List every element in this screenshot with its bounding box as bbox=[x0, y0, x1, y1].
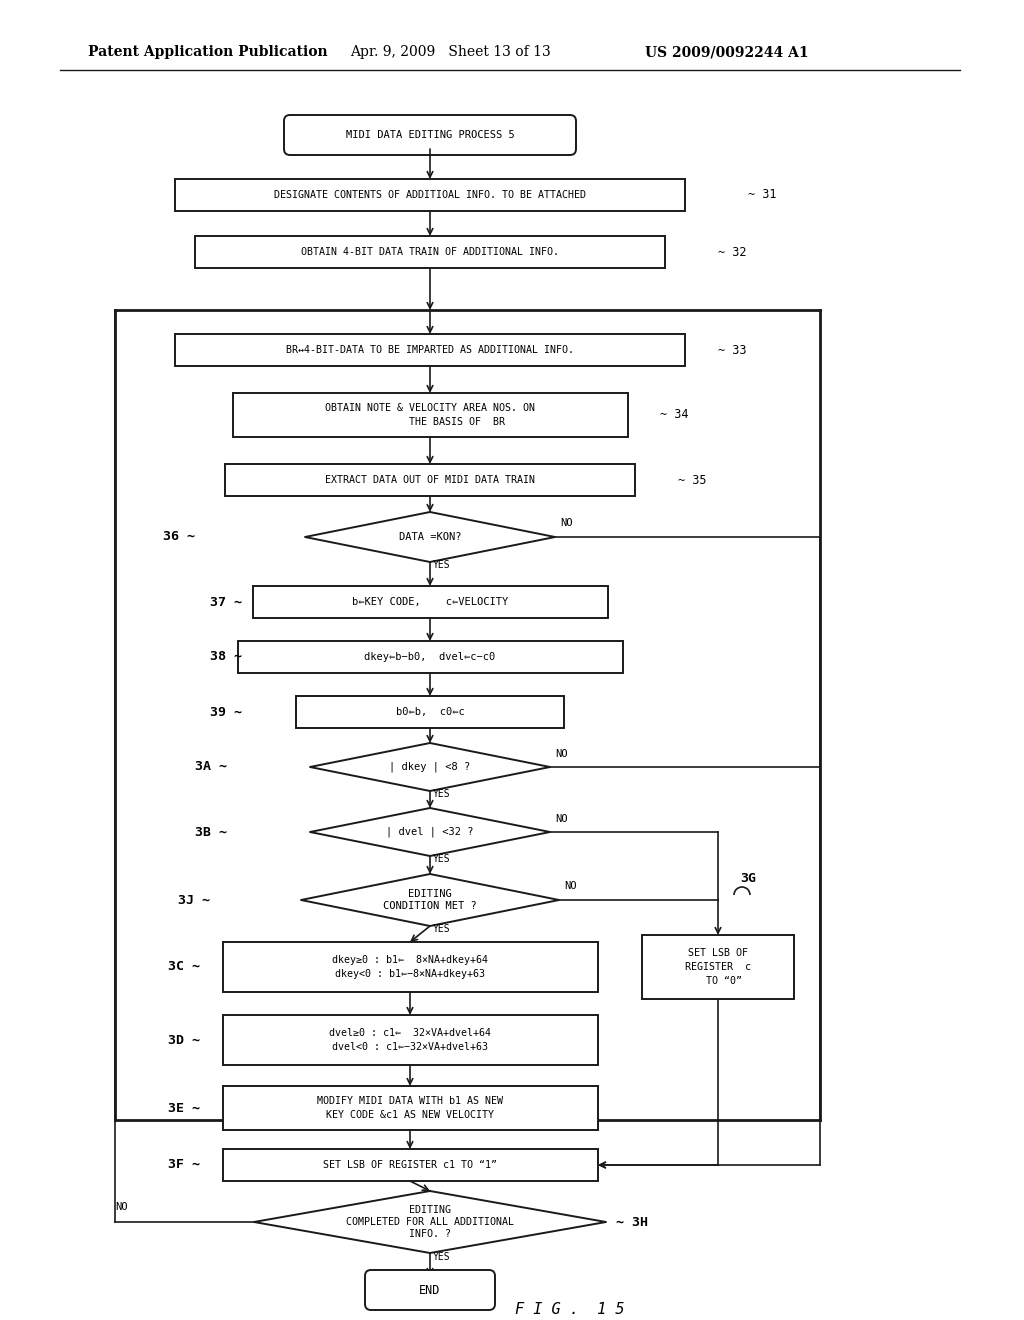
Bar bbox=[195, 236, 665, 268]
Text: 39 ~: 39 ~ bbox=[210, 705, 242, 718]
Text: NO: NO bbox=[560, 517, 572, 528]
Text: END: END bbox=[419, 1283, 440, 1296]
Text: Apr. 9, 2009   Sheet 13 of 13: Apr. 9, 2009 Sheet 13 of 13 bbox=[350, 45, 551, 59]
Bar bbox=[222, 1015, 597, 1065]
Text: DESIGNATE CONTENTS OF ADDITIOAL INFO. TO BE ATTACHED: DESIGNATE CONTENTS OF ADDITIOAL INFO. TO… bbox=[274, 190, 586, 201]
Bar bbox=[642, 935, 794, 999]
Text: 3B ~: 3B ~ bbox=[195, 825, 227, 838]
Polygon shape bbox=[305, 512, 555, 562]
Text: 37 ~: 37 ~ bbox=[210, 595, 242, 609]
Text: ~ 31: ~ 31 bbox=[748, 189, 776, 202]
Text: YES: YES bbox=[433, 924, 451, 935]
FancyBboxPatch shape bbox=[365, 1270, 495, 1309]
Text: ~ 33: ~ 33 bbox=[718, 343, 746, 356]
Text: YES: YES bbox=[433, 560, 451, 570]
Text: | dkey | <8 ?: | dkey | <8 ? bbox=[389, 762, 471, 772]
Text: ~ 32: ~ 32 bbox=[718, 246, 746, 259]
Bar bbox=[222, 1148, 597, 1181]
Text: EDITING
COMPLETED FOR ALL ADDITIONAL
INFO. ?: EDITING COMPLETED FOR ALL ADDITIONAL INF… bbox=[346, 1205, 514, 1239]
Text: 3A ~: 3A ~ bbox=[195, 760, 227, 774]
Text: 3E ~: 3E ~ bbox=[168, 1101, 200, 1114]
Bar bbox=[296, 696, 564, 729]
Bar bbox=[175, 334, 685, 366]
Text: NO: NO bbox=[115, 1203, 128, 1212]
Text: DATA =KON?: DATA =KON? bbox=[398, 532, 461, 543]
Text: MIDI DATA EDITING PROCESS 5: MIDI DATA EDITING PROCESS 5 bbox=[346, 129, 514, 140]
Text: 3G: 3G bbox=[740, 871, 756, 884]
Text: YES: YES bbox=[433, 854, 451, 865]
Text: ~ 35: ~ 35 bbox=[678, 474, 707, 487]
Text: F I G .  1 5: F I G . 1 5 bbox=[515, 1303, 625, 1317]
Polygon shape bbox=[310, 808, 550, 855]
Text: NO: NO bbox=[564, 880, 577, 891]
Text: OBTAIN 4-BIT DATA TRAIN OF ADDITIONAL INFO.: OBTAIN 4-BIT DATA TRAIN OF ADDITIONAL IN… bbox=[301, 247, 559, 257]
Text: 3J ~: 3J ~ bbox=[178, 894, 210, 907]
Text: EDITING
CONDITION MET ?: EDITING CONDITION MET ? bbox=[383, 888, 477, 911]
Text: SET LSB OF
REGISTER  c
  TO “0”: SET LSB OF REGISTER c TO “0” bbox=[685, 948, 751, 986]
Bar bbox=[238, 642, 623, 673]
Text: YES: YES bbox=[433, 1251, 451, 1262]
Polygon shape bbox=[310, 743, 550, 791]
Text: Patent Application Publication: Patent Application Publication bbox=[88, 45, 328, 59]
Text: 36 ~: 36 ~ bbox=[163, 531, 195, 544]
Text: BR↔4-BIT-DATA TO BE IMPARTED AS ADDITIONAL INFO.: BR↔4-BIT-DATA TO BE IMPARTED AS ADDITION… bbox=[286, 345, 574, 355]
FancyBboxPatch shape bbox=[284, 115, 575, 154]
Text: ~ 34: ~ 34 bbox=[660, 408, 688, 421]
Text: 3D ~: 3D ~ bbox=[168, 1034, 200, 1047]
Text: NO: NO bbox=[555, 748, 567, 759]
Text: OBTAIN NOTE & VELOCITY AREA NOS. ON
         THE BASIS OF  BR: OBTAIN NOTE & VELOCITY AREA NOS. ON THE … bbox=[325, 403, 535, 426]
Text: 38 ~: 38 ~ bbox=[210, 651, 242, 664]
Bar bbox=[225, 465, 635, 496]
Text: EXTRACT DATA OUT OF MIDI DATA TRAIN: EXTRACT DATA OUT OF MIDI DATA TRAIN bbox=[325, 475, 535, 484]
Text: SET LSB OF REGISTER c1 TO “1”: SET LSB OF REGISTER c1 TO “1” bbox=[323, 1160, 497, 1170]
Text: ~ 3H: ~ 3H bbox=[616, 1216, 648, 1229]
Text: MODIFY MIDI DATA WITH b1 AS NEW
KEY CODE &c1 AS NEW VELOCITY: MODIFY MIDI DATA WITH b1 AS NEW KEY CODE… bbox=[317, 1096, 503, 1119]
Text: dkey⇐b−b0,  dvel⇐c−c0: dkey⇐b−b0, dvel⇐c−c0 bbox=[365, 652, 496, 663]
Text: NO: NO bbox=[555, 814, 567, 824]
Bar bbox=[222, 1086, 597, 1130]
Text: b0⇐b,  c0⇐c: b0⇐b, c0⇐c bbox=[395, 708, 464, 717]
Text: US 2009/0092244 A1: US 2009/0092244 A1 bbox=[645, 45, 809, 59]
Text: dkey≥0 : b1⇐  8×NA+dkey+64
dkey<0 : b1⇐−8×NA+dkey+63: dkey≥0 : b1⇐ 8×NA+dkey+64 dkey<0 : b1⇐−8… bbox=[332, 956, 488, 979]
Bar bbox=[175, 180, 685, 211]
Text: YES: YES bbox=[433, 789, 451, 799]
Text: dvel≥0 : c1⇐  32×VA+dvel+64
dvel<0 : c1⇐−32×VA+dvel+63: dvel≥0 : c1⇐ 32×VA+dvel+64 dvel<0 : c1⇐−… bbox=[329, 1028, 490, 1052]
Polygon shape bbox=[254, 1191, 606, 1253]
Polygon shape bbox=[301, 874, 559, 927]
Text: 3C ~: 3C ~ bbox=[168, 961, 200, 974]
Bar bbox=[222, 942, 597, 993]
Text: | dvel | <32 ?: | dvel | <32 ? bbox=[386, 826, 474, 837]
Bar bbox=[232, 393, 628, 437]
Text: b⇐KEY CODE,    c⇐VELOCITY: b⇐KEY CODE, c⇐VELOCITY bbox=[352, 597, 508, 607]
Bar bbox=[253, 586, 607, 618]
Text: 3F ~: 3F ~ bbox=[168, 1159, 200, 1172]
